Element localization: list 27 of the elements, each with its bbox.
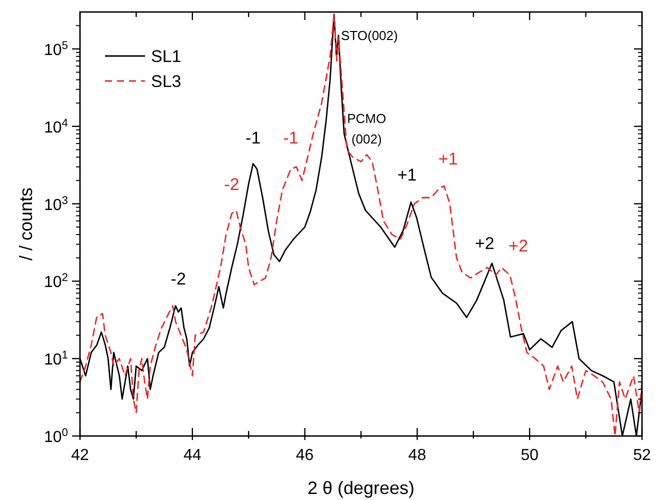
y-tick-label: 10$^{2}$ [44, 272, 68, 292]
annotation: STO(002) [341, 28, 398, 43]
x-axis-title: 2 θ (degrees) [307, 478, 415, 498]
annotation: -1 [246, 128, 261, 148]
x-tick-label: 42 [71, 447, 89, 464]
y-tick-label: 10$^{5}$ [44, 40, 68, 59]
legend-label: SL1 [151, 47, 182, 66]
annotation: +1 [397, 165, 417, 184]
annotation: -2 [224, 175, 240, 194]
y-tick-label: 10$^{1}$ [44, 350, 68, 369]
x-tick-label: 52 [633, 447, 651, 464]
y-tick-label: 10$^{4}$ [44, 117, 68, 136]
annotation: -1 [283, 128, 298, 148]
annotation: PCMO [347, 111, 386, 126]
annotation: (002) [351, 131, 382, 146]
x-tick-label: 46 [296, 447, 314, 464]
legend-label: SL3 [151, 72, 182, 91]
y-tick-label: 10$^{0}$ [44, 427, 68, 446]
y-tick-label: 10$^{3}$ [44, 194, 68, 214]
annotation: -2 [170, 270, 186, 289]
annotation: +1 [438, 150, 458, 169]
x-tick-label: 48 [408, 447, 426, 464]
annotation: +2 [474, 234, 494, 254]
x-tick-label: 50 [520, 447, 539, 464]
y-axis-title: / / counts [16, 187, 36, 261]
annotation: +2 [508, 236, 528, 256]
x-tick-label: 44 [184, 447, 202, 464]
